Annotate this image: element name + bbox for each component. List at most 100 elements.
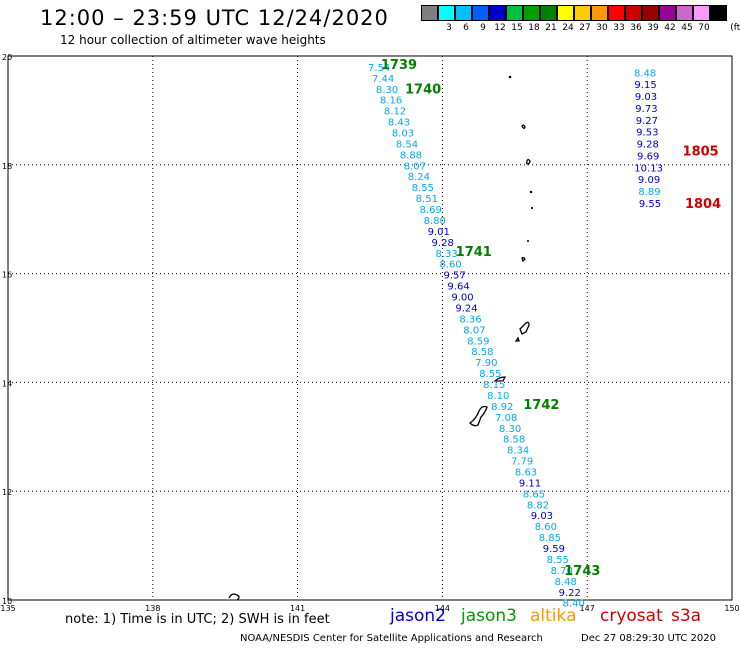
- legend-swatch: [421, 5, 438, 21]
- pass-time-label: 1804: [685, 197, 721, 212]
- satellite-s3a: s3a: [671, 606, 702, 626]
- wave-height-value: 8.30: [376, 85, 398, 96]
- island-agrihan: [529, 190, 533, 194]
- wave-height-value: 8.07: [463, 325, 485, 336]
- map-frame: [7, 55, 733, 601]
- lon-tick-label: 141: [290, 604, 305, 613]
- wave-height-value: 8.10: [487, 391, 509, 402]
- wave-height-value: 8.85: [539, 533, 561, 544]
- legend-label: 18: [528, 23, 540, 33]
- wave-height-value: 9.59: [543, 544, 565, 555]
- wave-height-value: 8.24: [408, 172, 430, 183]
- wave-height-value: 7.90: [475, 358, 497, 369]
- wave-height-value: 9.24: [455, 303, 477, 314]
- wave-height-value: 7.79: [511, 457, 533, 468]
- legend-label: 39: [647, 23, 659, 33]
- island-ngulu: [228, 593, 240, 601]
- wave-height-value: 9.64: [447, 282, 469, 293]
- wave-height-value: 8.33: [436, 249, 458, 260]
- legend-label: 33: [613, 23, 625, 33]
- island-asuncion: [526, 158, 531, 165]
- wave-height-value: 8.80: [424, 216, 446, 227]
- legend-swatch: [523, 5, 540, 21]
- wave-height-value: 8.03: [392, 128, 414, 139]
- wave-height-value: 8.16: [380, 96, 402, 107]
- wave-height-value: 8.70: [551, 566, 573, 577]
- wave-height-value: 8.48: [555, 577, 577, 588]
- legend-swatch: [540, 5, 557, 21]
- wave-height-value: 8.55: [547, 555, 569, 566]
- wave-height-value: 8.69: [420, 205, 442, 216]
- legend-swatch: [642, 5, 659, 21]
- island-maug: [521, 124, 526, 129]
- island-alamagan: [527, 240, 529, 242]
- satellite-jason2: jason2: [390, 606, 446, 626]
- wave-height-value: 9.15: [634, 80, 656, 91]
- legend-label: 21: [545, 23, 557, 33]
- wave-height-value: 9.27: [636, 116, 658, 127]
- page-subtitle: 12 hour collection of altimeter wave hei…: [60, 33, 326, 47]
- legend-label: 36: [630, 23, 642, 33]
- legend-label: 9: [480, 23, 486, 33]
- wave-height-value: 9.03: [635, 92, 657, 103]
- legend-swatch: [659, 5, 676, 21]
- lon-tick-label: 150: [724, 604, 739, 613]
- wave-height-value: 7.08: [495, 413, 517, 424]
- wave-height-value: 9.00: [451, 293, 473, 304]
- pass-time-label: 1741: [456, 245, 492, 260]
- units-note: note: 1) Time is in UTC; 2) SWH is in fe…: [65, 612, 330, 627]
- wave-height-value: 8.34: [507, 446, 529, 457]
- pass-time-label: 1739: [381, 58, 417, 73]
- wave-height-value: 8.65: [523, 489, 545, 500]
- island-guguan: [521, 257, 526, 263]
- wave-height-value: 9.11: [519, 478, 541, 489]
- wave-height-value: 8.40: [563, 599, 585, 610]
- island-rota: [493, 376, 507, 382]
- island-saipan: [519, 321, 530, 335]
- legend-label: 24: [562, 23, 574, 33]
- credit-line: NOAA/NESDIS Center for Satellite Applica…: [240, 633, 543, 644]
- satellite-jason3: jason3: [461, 606, 517, 626]
- wave-height-value: 7.54: [368, 63, 390, 74]
- pass-time-label: 1742: [523, 398, 559, 413]
- legend-label: 45: [681, 23, 693, 33]
- wave-height-value: 7.44: [372, 74, 394, 85]
- wave-height-value: 8.63: [515, 467, 537, 478]
- wave-height-value: 8.88: [400, 150, 422, 161]
- generated-timestamp: Dec 27 08:29:30 UTC 2020: [581, 633, 716, 644]
- lat-tick-label: 12: [2, 488, 12, 497]
- wave-height-value: 8.58: [471, 347, 493, 358]
- island-pagan: [530, 206, 534, 210]
- legend-label: 30: [596, 23, 608, 33]
- legend-label: 15: [511, 23, 523, 33]
- lat-tick-label: 16: [2, 271, 12, 280]
- legend-swatch: [489, 5, 506, 21]
- legend-label: 70: [698, 23, 710, 33]
- legend-label: 42: [664, 23, 676, 33]
- wave-height-value: 9.53: [636, 128, 658, 139]
- island-tinian: [514, 336, 520, 342]
- satellite-altika: altika: [530, 606, 577, 626]
- wave-height-value: 9.57: [443, 271, 465, 282]
- wave-height-value: 9.28: [432, 238, 454, 249]
- satellite-cryosat: cryosat: [600, 606, 663, 626]
- wave-height-value: 8.30: [499, 424, 521, 435]
- pass-time-label: 1743: [564, 564, 600, 579]
- legend-swatch: [506, 5, 523, 21]
- legend-swatch: [574, 5, 591, 21]
- legend-label: 6: [463, 23, 469, 33]
- wave-height-value: 8.59: [467, 336, 489, 347]
- wave-height-value: 10.13: [634, 163, 663, 174]
- legend-swatch: [693, 5, 710, 21]
- wave-height-value: 8.15: [483, 380, 505, 391]
- wave-height-value: 8.92: [491, 402, 513, 413]
- pass-time-label: 1740: [405, 83, 441, 98]
- legend-label: 3: [446, 23, 452, 33]
- wave-height-value: 8.51: [416, 194, 438, 205]
- lon-tick-label: 135: [0, 604, 15, 613]
- wave-height-value: 8.82: [527, 500, 549, 511]
- legend-swatch: [557, 5, 574, 21]
- island-farallon-de-pajaros: [508, 75, 512, 79]
- lon-tick-label: 144: [435, 604, 450, 613]
